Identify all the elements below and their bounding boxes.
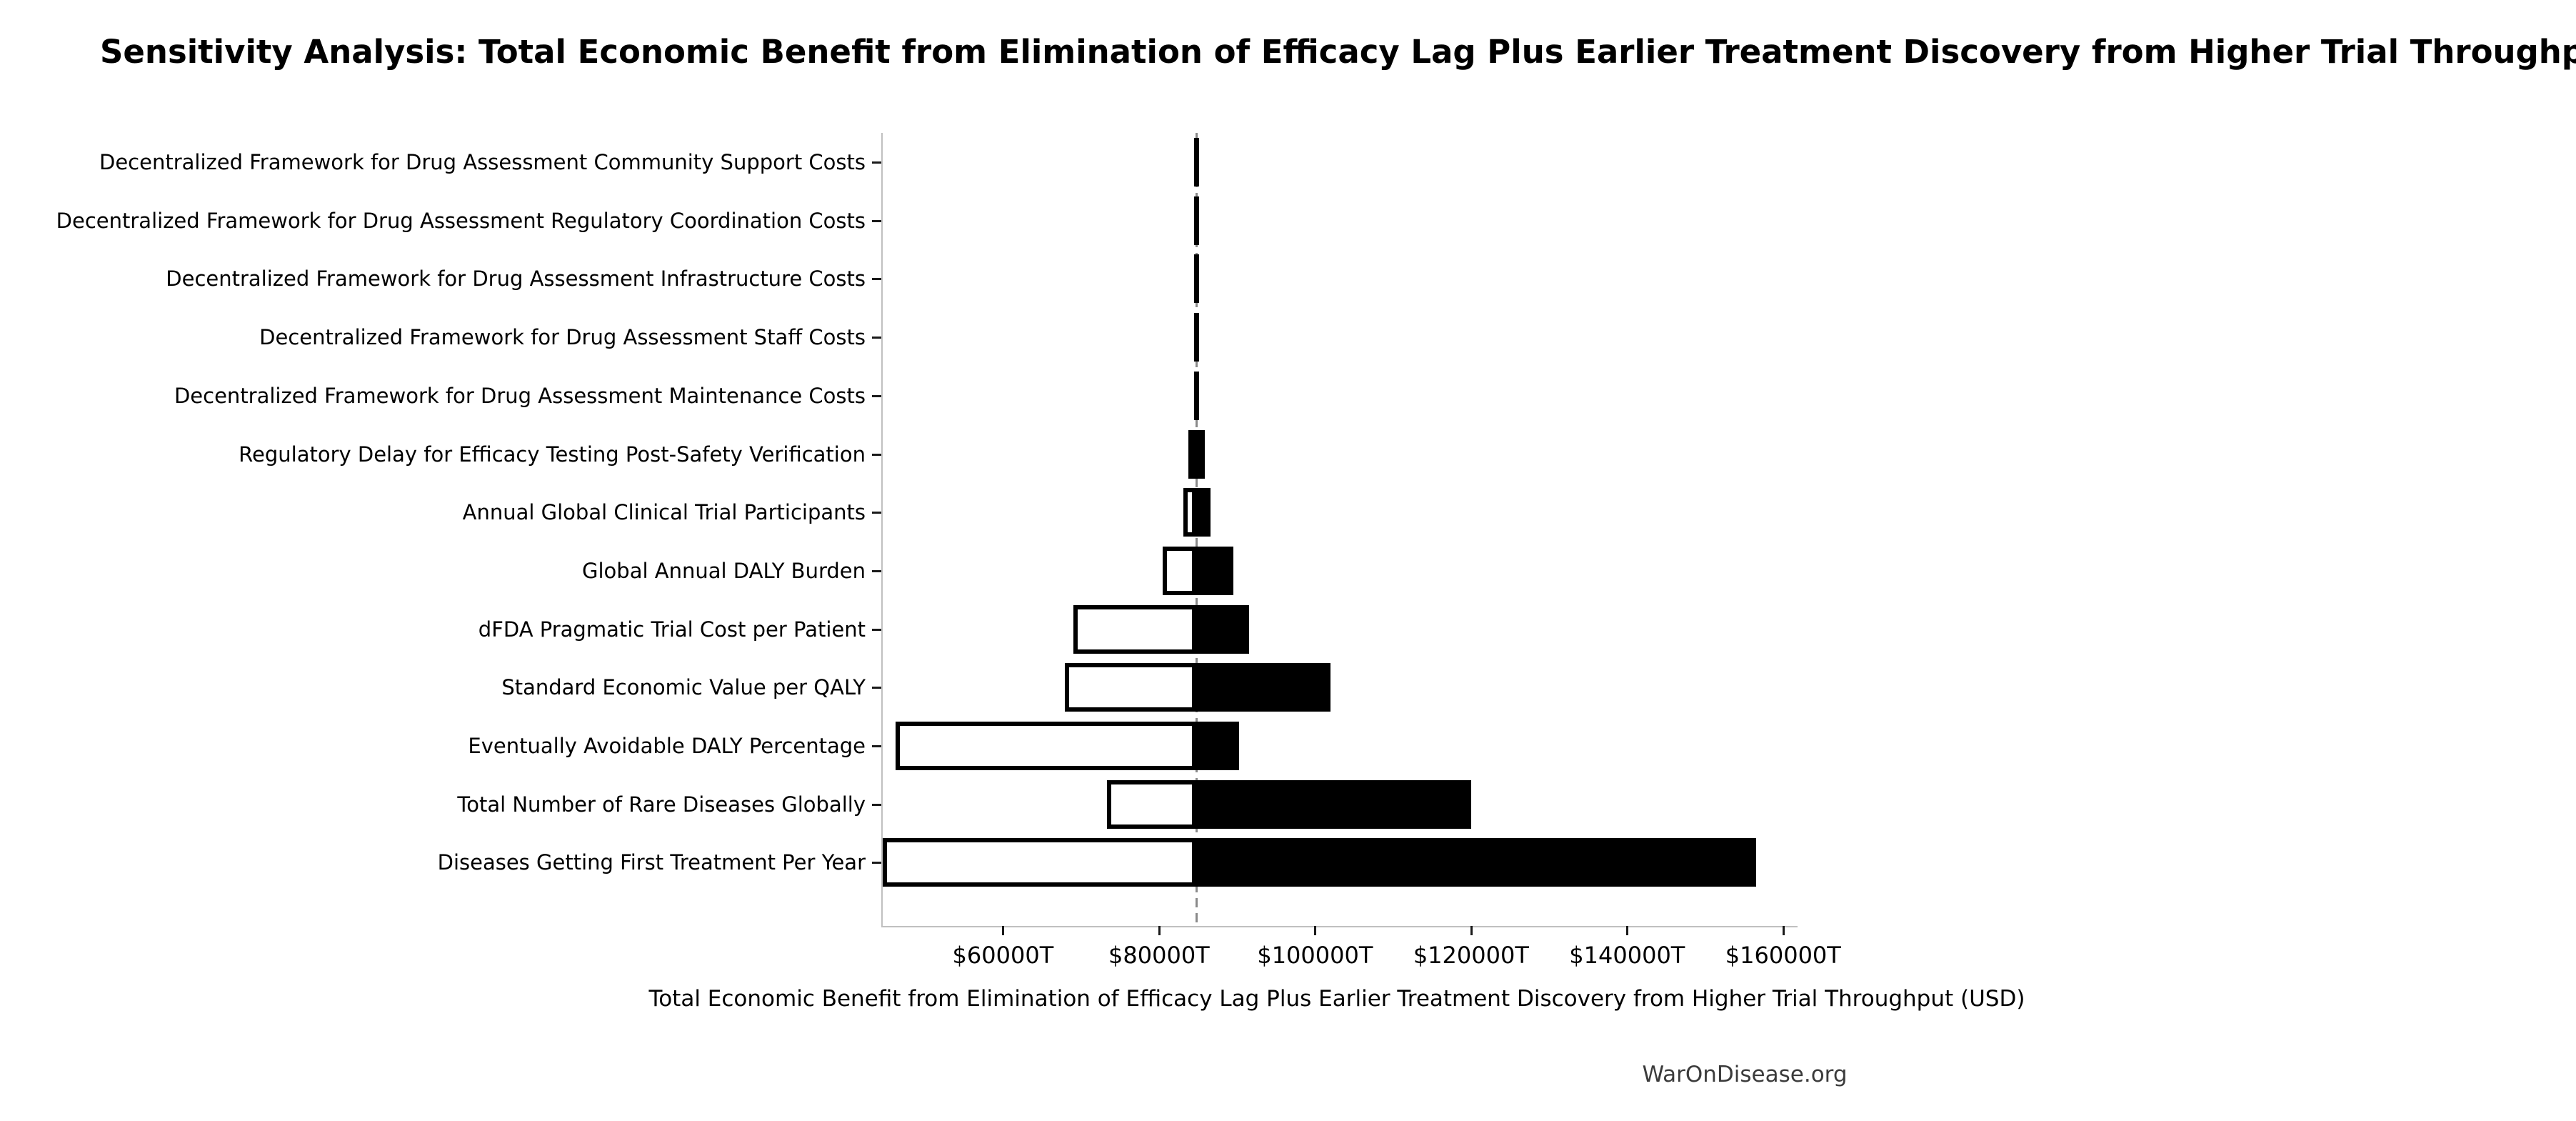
x-tick-mark — [1626, 926, 1629, 935]
x-tick-mark — [1782, 926, 1785, 935]
bar-low-segment — [895, 722, 1197, 770]
bar-tiny-range — [1194, 138, 1200, 186]
chart-title: Sensitivity Analysis: Total Economic Ben… — [100, 33, 2576, 71]
y-tick-label: Decentralized Framework for Drug Assessm… — [174, 383, 866, 408]
y-tick-label: Global Annual DALY Burden — [582, 558, 866, 583]
bar-high-segment — [1196, 838, 1756, 887]
y-axis-spine — [881, 133, 883, 926]
bar-low-segment — [1188, 429, 1198, 479]
y-tick-label: Decentralized Framework for Drug Assessm… — [166, 266, 866, 292]
y-tick-label: Regulatory Delay for Efficacy Testing Po… — [239, 442, 866, 467]
x-tick-label: $120000T — [1413, 942, 1529, 969]
y-tick-mark — [872, 687, 881, 689]
bar-low-segment — [1183, 488, 1197, 537]
y-tick-mark — [872, 278, 881, 281]
y-tick-mark — [872, 569, 881, 572]
y-tick-mark — [872, 803, 881, 806]
x-axis-label: Total Economic Benefit from Elimination … — [648, 986, 2025, 1012]
bar-low-segment — [1073, 604, 1197, 654]
y-tick-mark — [872, 219, 881, 222]
x-tick-mark — [1314, 926, 1317, 935]
bar-tiny-range — [1194, 371, 1200, 420]
y-tick-label: Annual Global Clinical Trial Participant… — [462, 500, 866, 525]
x-tick-mark — [1470, 926, 1473, 935]
y-tick-mark — [872, 161, 881, 164]
bar-high-segment — [1196, 604, 1249, 654]
x-tick-label: $100000T — [1257, 942, 1373, 969]
x-tick-label: $160000T — [1725, 942, 1841, 969]
y-tick-mark — [872, 453, 881, 456]
x-axis-spine — [881, 926, 1798, 927]
y-tick-label: dFDA Pragmatic Trial Cost per Patient — [478, 617, 866, 642]
x-tick-label: $60000T — [952, 942, 1054, 969]
y-tick-label: Eventually Avoidable DALY Percentage — [468, 734, 866, 758]
y-tick-mark — [872, 337, 881, 339]
x-tick-label: $140000T — [1569, 942, 1685, 969]
y-tick-mark — [872, 628, 881, 631]
x-tick-mark — [1002, 926, 1005, 935]
bar-low-segment — [1064, 663, 1197, 712]
footer-watermark: WarOnDisease.org — [1642, 1062, 1848, 1087]
bar-high-segment — [1196, 663, 1331, 712]
bar-high-segment — [1196, 779, 1471, 829]
y-tick-label: Standard Economic Value per QALY — [501, 675, 866, 700]
y-tick-mark — [872, 745, 881, 747]
bar-tiny-range — [1194, 313, 1200, 362]
bar-high-segment — [1196, 722, 1240, 770]
y-tick-label: Decentralized Framework for Drug Assessm… — [99, 150, 866, 174]
y-tick-label: Decentralized Framework for Drug Assessm… — [259, 325, 866, 350]
bar-low-segment — [883, 838, 1197, 887]
bar-tiny-range — [1194, 196, 1200, 245]
bar-high-segment — [1196, 429, 1206, 479]
bar-low-segment — [1106, 779, 1197, 829]
y-tick-mark — [872, 394, 881, 397]
y-tick-mark — [872, 862, 881, 865]
bar-tiny-range — [1194, 254, 1200, 304]
x-tick-label: $80000T — [1108, 942, 1210, 969]
y-tick-label: Diseases Getting First Treatment Per Yea… — [437, 850, 866, 875]
bar-high-segment — [1196, 488, 1211, 537]
bar-low-segment — [1163, 546, 1197, 595]
y-tick-mark — [872, 512, 881, 514]
x-tick-mark — [1158, 926, 1161, 935]
y-tick-label: Total Number of Rare Diseases Globally — [457, 792, 866, 817]
bar-high-segment — [1196, 546, 1233, 595]
y-tick-label: Decentralized Framework for Drug Assessm… — [56, 208, 866, 233]
